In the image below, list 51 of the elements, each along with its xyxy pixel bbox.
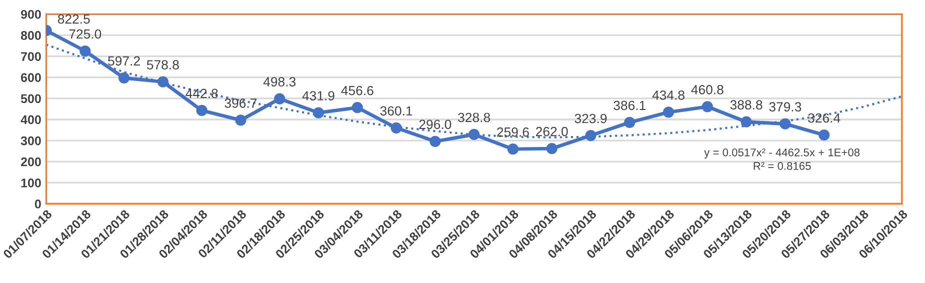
point bbox=[740, 116, 752, 128]
data-label: 328.8 bbox=[458, 112, 490, 122]
point bbox=[157, 76, 168, 88]
data-label: 460.8 bbox=[691, 85, 724, 94]
point bbox=[780, 118, 791, 130]
data-label: 259.6 bbox=[497, 127, 529, 137]
data-label: 498.3 bbox=[263, 77, 296, 86]
point bbox=[662, 106, 674, 118]
y-tick-label: 800 bbox=[20, 31, 41, 40]
data-label: 386.1 bbox=[614, 100, 646, 110]
data-label: 456.6 bbox=[341, 86, 374, 96]
y-tick-label: 500 bbox=[20, 94, 41, 104]
point bbox=[274, 93, 286, 104]
point bbox=[546, 143, 558, 154]
point bbox=[390, 122, 402, 134]
y-tick-label: 100 bbox=[21, 178, 41, 188]
data-label: 388.8 bbox=[730, 100, 762, 110]
data-label: 597.2 bbox=[108, 56, 140, 66]
y-tick-label: 700 bbox=[21, 52, 41, 61]
point bbox=[624, 116, 636, 128]
annotation: y = 0.0517x² - 4462.5x + 1E+08 R² = 0.8165 bbox=[704, 148, 860, 170]
y-tick-label: 900 bbox=[20, 10, 41, 19]
data-label: 578.8 bbox=[146, 60, 179, 70]
data-label: 822.5 bbox=[58, 14, 90, 24]
y-tick-label: 300 bbox=[20, 136, 41, 146]
data-label: 262.0 bbox=[536, 126, 568, 136]
point bbox=[196, 104, 208, 116]
data-label: 296.0 bbox=[419, 120, 452, 130]
point bbox=[118, 72, 130, 84]
point bbox=[430, 136, 441, 147]
data-label: 431.9 bbox=[302, 91, 334, 100]
point bbox=[818, 129, 830, 141]
y-tick-label: 600 bbox=[20, 73, 41, 82]
point bbox=[352, 102, 363, 114]
point bbox=[585, 130, 596, 142]
data-label: 326.4 bbox=[808, 113, 840, 123]
point bbox=[468, 128, 480, 140]
point bbox=[235, 114, 246, 126]
point bbox=[507, 144, 519, 155]
point bbox=[702, 101, 713, 112]
data-label: 360.1 bbox=[380, 106, 412, 116]
y-tick-label: 400 bbox=[20, 115, 41, 124]
data-label: 725.0 bbox=[69, 29, 102, 39]
data-label: 379.3 bbox=[769, 102, 802, 112]
data-label: 323.9 bbox=[574, 114, 607, 124]
point bbox=[80, 45, 91, 57]
y-tick-label: 0 bbox=[34, 200, 41, 208]
y-tick-label: 200 bbox=[20, 157, 41, 166]
point bbox=[312, 107, 324, 118]
data-label: 396.7 bbox=[224, 98, 257, 108]
data-label: 434.8 bbox=[652, 90, 684, 100]
